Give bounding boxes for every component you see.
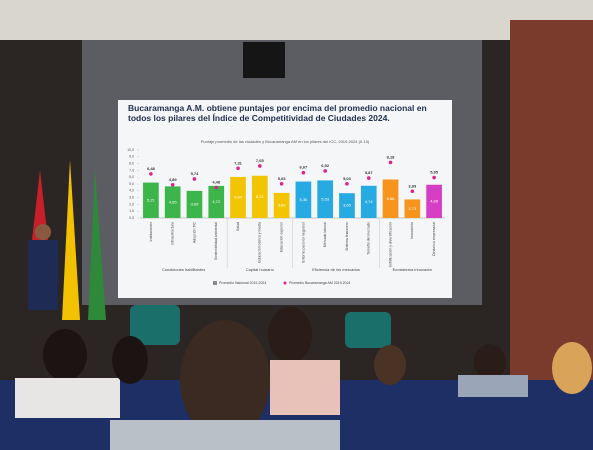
legend-swatch [284, 282, 287, 285]
y-tick-label: 1,0 [129, 209, 134, 213]
y-tick-label: 10,0 [127, 148, 134, 152]
wood-wall [510, 20, 593, 400]
group-label: Capital humano [246, 267, 275, 272]
audience-shirt [15, 378, 120, 418]
dot [367, 176, 371, 180]
dot [280, 182, 284, 186]
dot [345, 182, 349, 186]
value-label: 5,03 [343, 176, 352, 181]
y-tick-label: 6,0 [129, 175, 134, 179]
value-label: 2,73 [408, 206, 417, 211]
group-label: Condiciones habilitantes [162, 267, 205, 272]
value-label: 4,74 [365, 199, 374, 204]
value-label: 3,65 [343, 203, 352, 208]
x-tick-label: Tamaño del mercado [367, 222, 371, 255]
group-label: Eficiencia de los mercados [312, 267, 360, 272]
dot [193, 177, 197, 181]
photo: Bucaramanga A.M. obtiene puntajes por en… [0, 0, 593, 450]
value-label: 5,53 [321, 196, 330, 201]
chart-title: Bucaramanga A.M. obtiene puntajes por en… [128, 104, 446, 124]
audience-head [112, 336, 148, 384]
value-label: 8,18 [387, 154, 396, 159]
presenter [28, 240, 58, 310]
audience-head [268, 307, 312, 363]
value-label: 7,65 [256, 158, 265, 163]
value-label: 6,48 [147, 166, 156, 171]
value-label: 5,87 [365, 170, 374, 175]
y-tick-label: 3,0 [129, 196, 134, 200]
y-tick-label: 9,0 [129, 155, 134, 159]
x-tick-label: Sistema financiero [345, 222, 349, 251]
audience-shirt [270, 360, 340, 415]
value-label: 7,31 [234, 160, 243, 165]
dot [171, 183, 175, 187]
dot [236, 166, 240, 170]
dot [389, 161, 393, 165]
dot [258, 164, 262, 168]
dot [323, 169, 327, 173]
dot [214, 186, 218, 190]
title-box: Bucaramanga A.M. obtiene puntajes por en… [128, 104, 446, 136]
presenter-head [35, 224, 51, 240]
x-tick-label: Entorno para los negocios [301, 222, 305, 263]
y-tick-label: 8,0 [129, 162, 134, 166]
y-tick-label: 2,0 [129, 202, 134, 206]
value-label: 4,48 [212, 180, 221, 185]
y-tick-label: 4,0 [129, 189, 134, 193]
value-label: 5,36 [299, 197, 308, 202]
audience-shirt [458, 375, 528, 397]
value-label: 5,03 [278, 176, 287, 181]
chair [345, 312, 391, 348]
x-tick-label: Educación superior [280, 221, 284, 252]
legend-label: Promedio Bucaramanga AM 2019-2024 [289, 281, 351, 285]
value-label: 6,04 [234, 195, 243, 200]
dot [149, 172, 153, 176]
dot [302, 171, 306, 175]
x-tick-label: Educación básica y media [258, 222, 262, 263]
legend-swatch [213, 281, 217, 285]
x-tick-label: Mercado laboral [323, 222, 327, 247]
value-label: 5,74 [191, 171, 200, 176]
y-tick-label: 5,0 [129, 182, 134, 186]
x-tick-label: Instituciones [149, 222, 153, 242]
chart-subtitle: Puntaje promedio de las ciudades y Bucar… [201, 139, 370, 144]
x-tick-label: Sofisticación y diversificación [388, 222, 392, 267]
y-tick-label: 7,0 [129, 168, 134, 172]
speaker [243, 42, 285, 78]
value-label: 3,93 [408, 183, 417, 188]
x-tick-label: Infraestructura [171, 222, 175, 245]
value-label: 4,89 [169, 177, 178, 182]
x-tick-label: Innovación [410, 222, 414, 239]
group-label: Ecosistema innovador [393, 267, 433, 272]
x-tick-label: Salud [236, 222, 240, 231]
value-label: 6,92 [321, 163, 330, 168]
y-tick-label: 0,0 [129, 216, 134, 220]
legend-label: Promedio Nacional 2019-2024 [219, 281, 266, 285]
audience-shirt [110, 420, 340, 450]
value-label: 4,65 [169, 199, 178, 204]
value-label: 6,67 [299, 165, 308, 170]
value-label: 3,99 [191, 201, 200, 206]
audience-head [474, 344, 506, 380]
value-label: 6,21 [256, 194, 265, 199]
value-label: 5,21 [147, 197, 156, 202]
audience-head [374, 345, 406, 385]
dot [411, 189, 415, 193]
value-label: 5,66 [387, 196, 396, 201]
ceiling [0, 0, 593, 40]
value-label: 4,89 [430, 198, 439, 203]
value-label: 5,95 [430, 170, 439, 175]
value-label: 4,72 [212, 199, 221, 204]
value-label: 3,69 [278, 203, 287, 208]
audience-head [43, 329, 87, 381]
x-tick-label: Dinámica empresarial [432, 222, 436, 256]
x-tick-label: Adopción TIC [192, 222, 196, 244]
audience-head [552, 342, 592, 394]
x-tick-label: Sostenibilidad ambiental [214, 222, 218, 260]
dot [432, 176, 436, 180]
